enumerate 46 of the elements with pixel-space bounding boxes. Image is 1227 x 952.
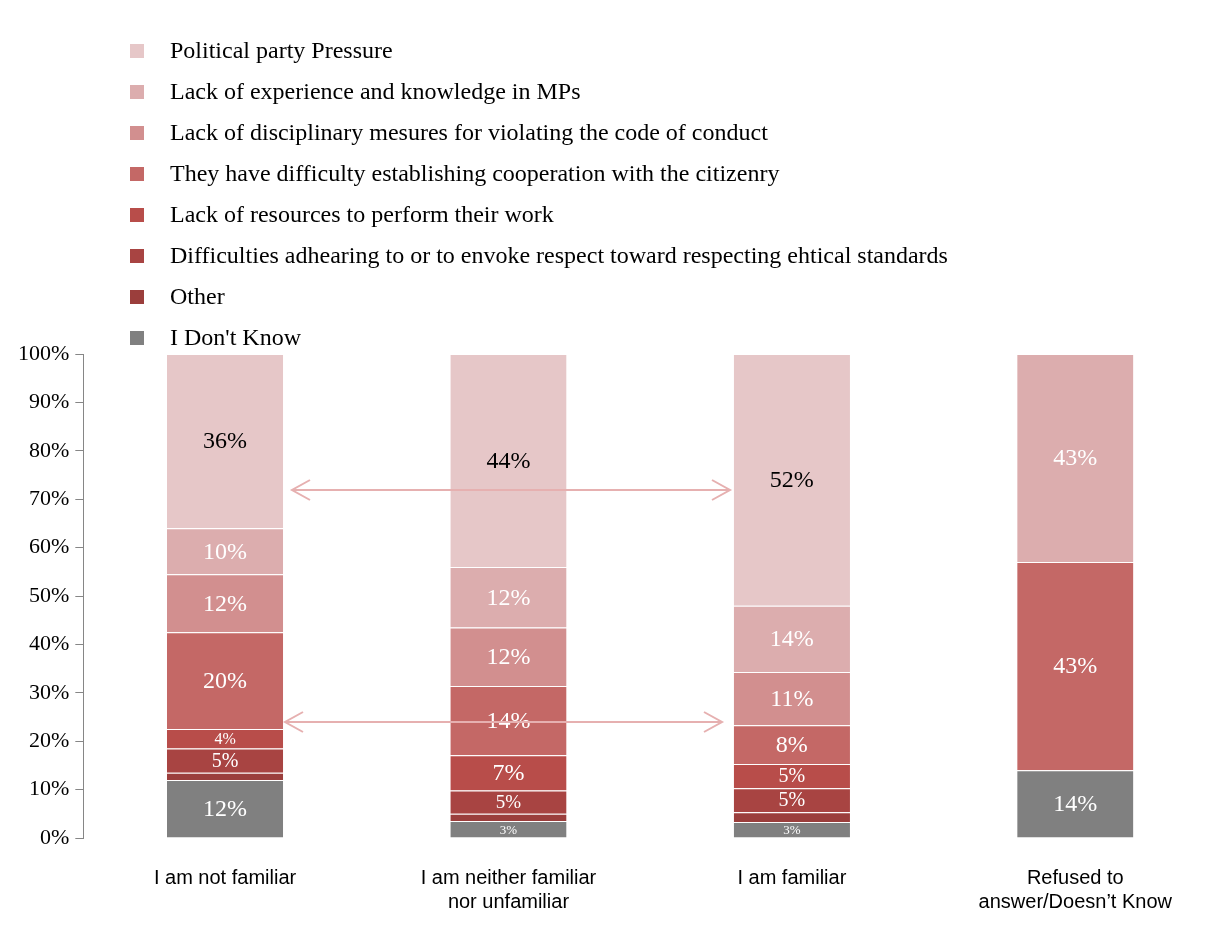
y-tick-label: 30% [29, 678, 70, 704]
y-tick-label: 0% [40, 823, 70, 849]
legend-label: Difficulties adhearing to or to envoke respect toward respecting ehtical standards [170, 242, 948, 269]
data-label: 5% [778, 788, 806, 811]
legend-label: I Don't Know [170, 324, 301, 351]
data-label: 43% [1053, 652, 1098, 679]
data-label: 14% [769, 625, 814, 652]
y-tick-label: 50% [29, 581, 70, 607]
data-label: 12% [203, 795, 248, 822]
data-label: 36% [203, 427, 248, 454]
data-label: 7% [492, 759, 525, 786]
data-label: 12% [203, 589, 248, 616]
data-label: 12% [486, 643, 531, 670]
legend-label: Lack of disciplinary mesures for violating the code of conduct [170, 119, 768, 146]
legend-label: Lack of resources to perform their work [170, 201, 554, 228]
data-label: 5% [495, 791, 522, 813]
data-label: 3% [499, 821, 518, 837]
data-label: 3% [783, 822, 801, 838]
data-label: 20% [203, 667, 248, 693]
data-label: 4% [214, 729, 236, 747]
y-tick-label: 90% [29, 388, 70, 414]
data-label: 5% [778, 764, 806, 787]
y-tick-label: 70% [29, 484, 70, 510]
data-label: 10% [203, 537, 248, 564]
y-tick-label: 40% [29, 630, 70, 656]
data-label: 52% [769, 466, 814, 493]
x-tick-label: I am neither familiar nor unfamiliar [420, 865, 597, 912]
x-tick-label: I am not familiar [153, 865, 297, 888]
data-label: 44% [486, 446, 531, 473]
data-label: 14% [1053, 790, 1098, 817]
x-tick-label: Refused to answer/Doesn’t Know [978, 865, 1173, 912]
data-label: 43% [1053, 444, 1098, 471]
y-tick-label: 80% [29, 436, 70, 462]
y-tick-label: 20% [29, 726, 70, 752]
x-tick-label: I am familiar [737, 865, 847, 888]
data-label: 12% [486, 583, 531, 610]
data-label: 5% [211, 748, 239, 771]
legend-label: They have difficulty establishing cooperation with the citizenry [170, 160, 780, 187]
y-tick-label: 10% [29, 775, 70, 801]
y-tick-label: 60% [29, 533, 70, 559]
legend-label: Lack of experience and knowledge in MPs [170, 78, 581, 105]
data-label: 11% [770, 684, 814, 711]
data-label: 8% [775, 730, 808, 757]
legend-label: Other [170, 283, 225, 310]
legend-label: Political party Pressure [170, 37, 393, 64]
y-tick-label: 100% [18, 339, 70, 365]
